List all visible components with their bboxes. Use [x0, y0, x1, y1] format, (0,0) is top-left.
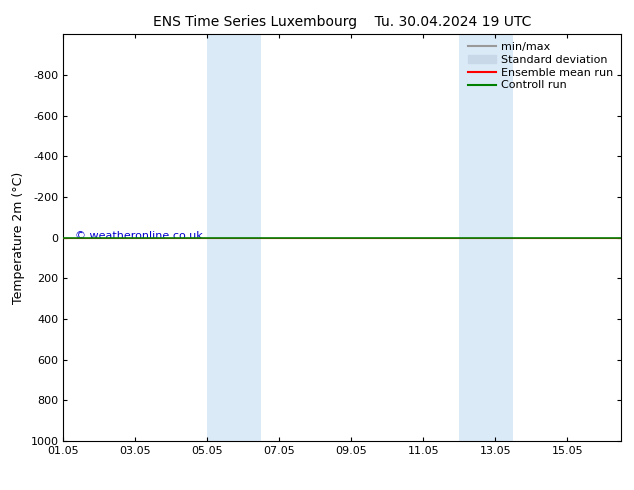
Text: © weatheronline.co.uk: © weatheronline.co.uk — [75, 231, 202, 241]
Bar — [460, 34, 514, 441]
Title: ENS Time Series Luxembourg    Tu. 30.04.2024 19 UTC: ENS Time Series Luxembourg Tu. 30.04.202… — [153, 15, 531, 29]
Y-axis label: Temperature 2m (°C): Temperature 2m (°C) — [12, 172, 25, 304]
Legend: min/max, Standard deviation, Ensemble mean run, Controll run: min/max, Standard deviation, Ensemble me… — [466, 40, 616, 93]
Bar — [207, 34, 261, 441]
